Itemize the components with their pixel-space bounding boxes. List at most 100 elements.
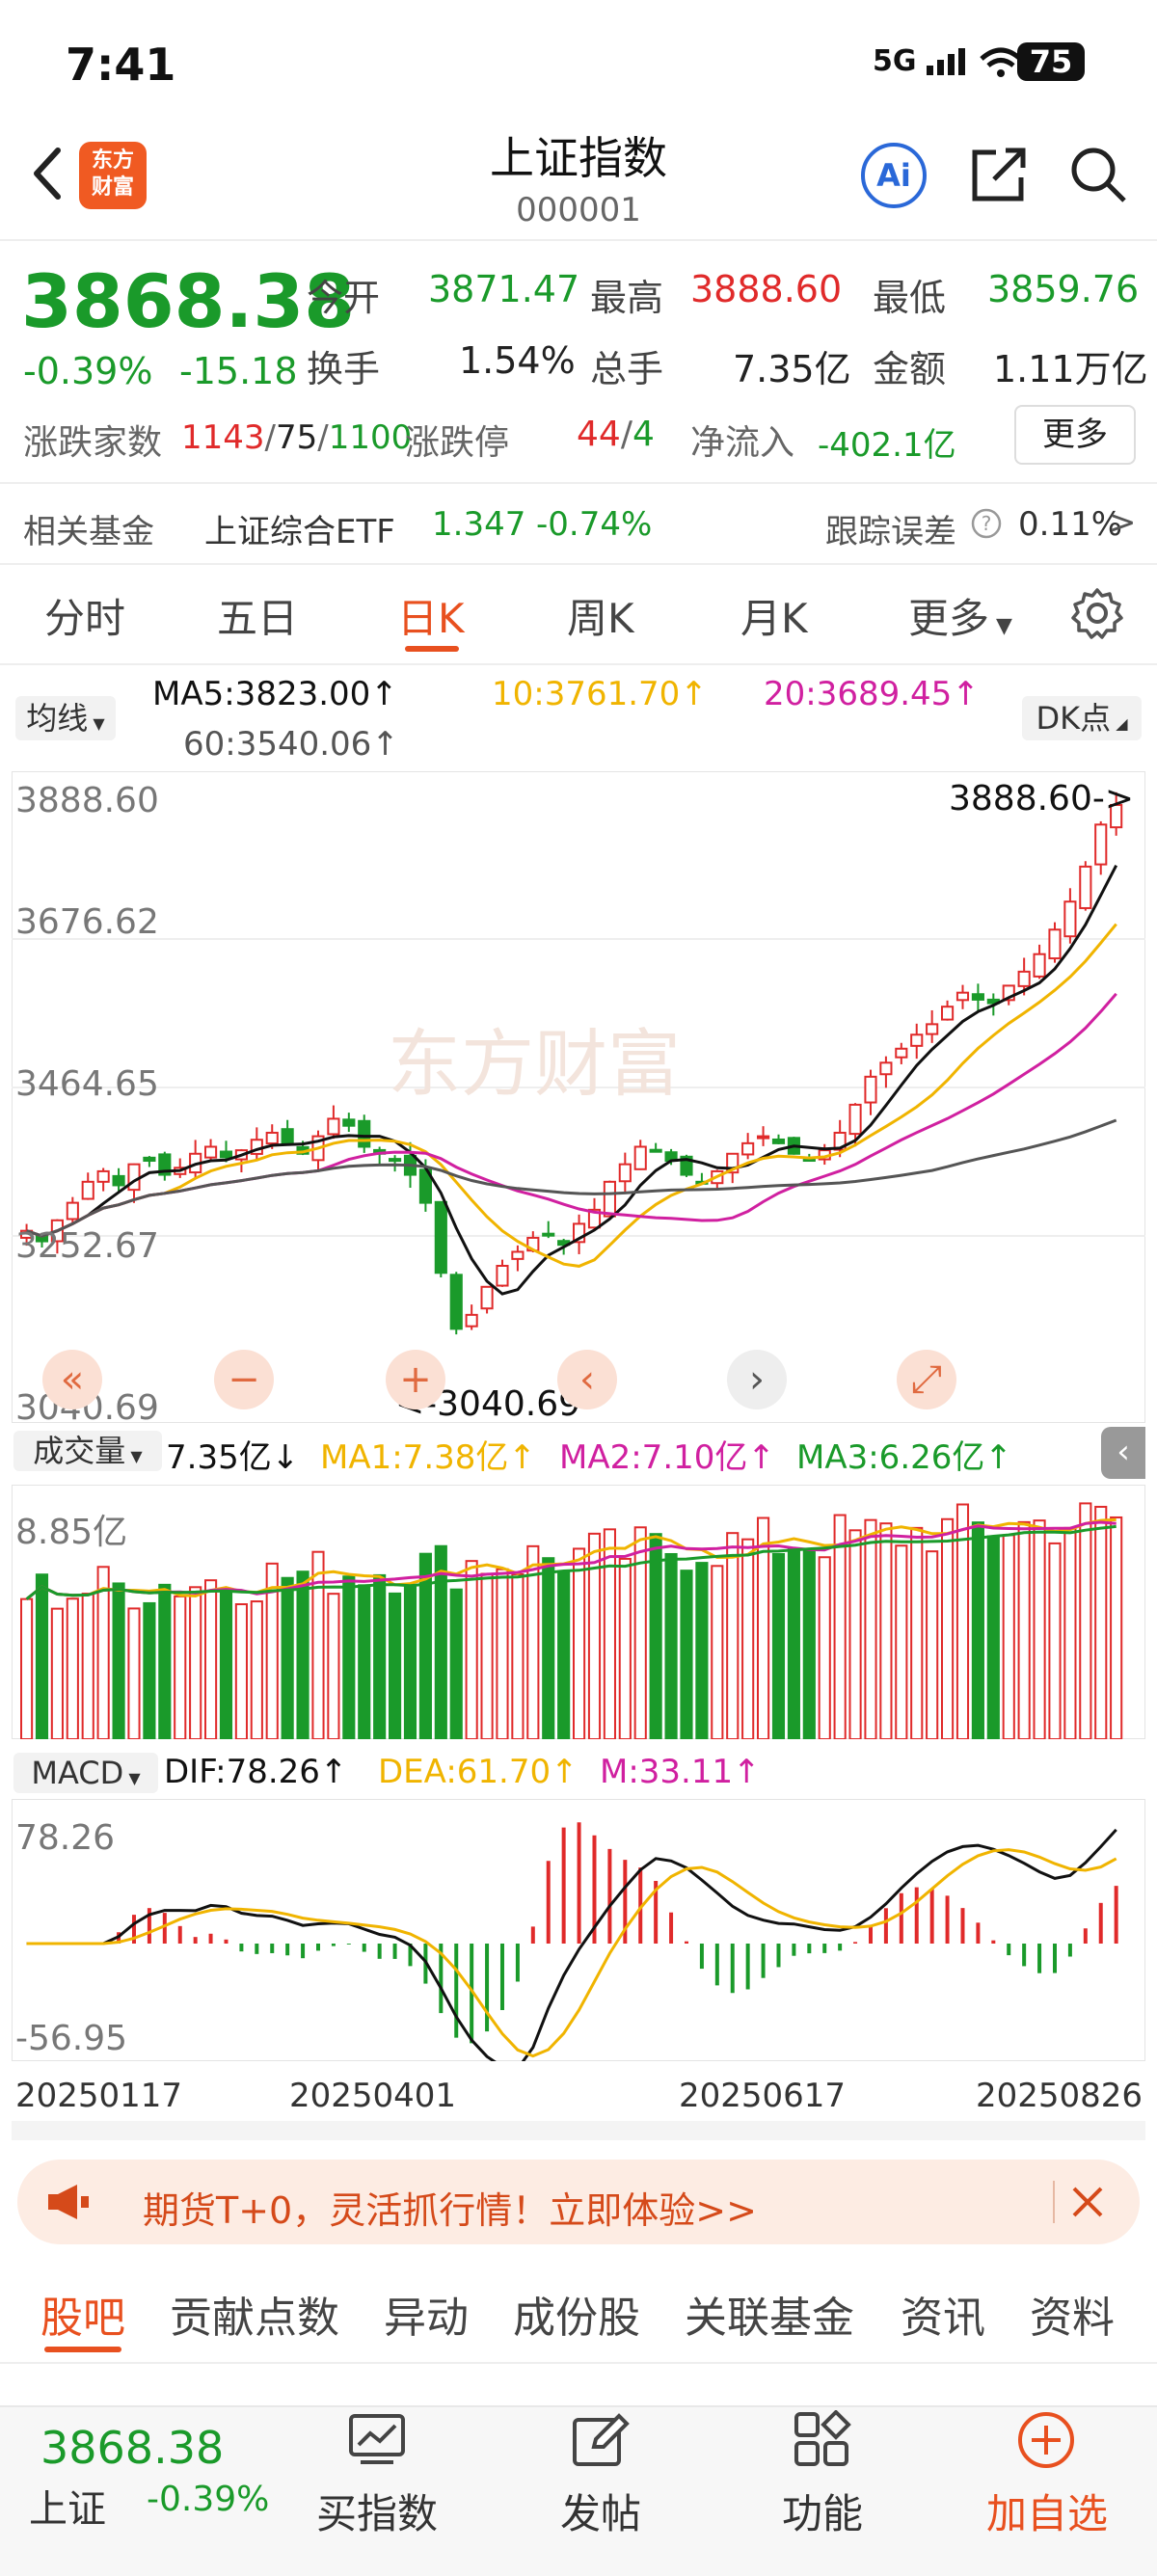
candle [680,1155,693,1176]
volume-bar [1002,1534,1015,1739]
volume-bar [603,1528,616,1739]
fast-backward-button[interactable]: « [42,1350,102,1409]
post-button[interactable]: 发帖 [559,2490,641,2537]
breadth-values: 1143/75/1100 [181,418,413,457]
tab-profile[interactable]: 资料 [1030,2294,1115,2343]
dif-line [26,1828,1117,2061]
add-watchlist-button[interactable]: 加自选 [985,2490,1108,2537]
ai-button[interactable]: Ai [861,143,927,208]
volume-bar [926,1550,939,1739]
chart-footer-bar [12,2121,1145,2140]
tab-five-day[interactable]: 五日 [217,595,299,642]
macd-dea: DEA:61.70↑ [378,1753,578,1791]
tab-related-funds[interactable]: 关联基金 [685,2294,854,2343]
turnover-label: 换手 [307,348,381,390]
close-icon[interactable] [1070,2185,1105,2219]
add-circle-icon[interactable] [1016,2410,1076,2470]
tab-constituents[interactable]: 成份股 [513,2294,640,2343]
promo-banner-text[interactable]: 期货T+0，灵活抓行情！立即体验>> [143,2189,757,2232]
volume-bar [127,1607,141,1739]
candlestick-chart[interactable]: 东方财富 [12,771,1145,1423]
volume-bar [818,1556,831,1739]
more-button[interactable]: 更多 [1014,405,1136,465]
candle [879,1061,893,1076]
candle [1048,928,1062,960]
buy-index-button[interactable]: 买指数 [315,2490,438,2537]
related-fund-name[interactable]: 上证综合ETF [204,513,395,551]
volume-bar [787,1547,800,1739]
candle [649,1148,662,1153]
candle [81,1180,94,1200]
tab-news[interactable]: 资讯 [901,2294,985,2343]
ma-select[interactable]: 均线 ▼ [15,696,116,740]
volume-bar [895,1544,908,1739]
back-arrow-icon[interactable] [25,145,73,202]
breadth-label: 涨跌家数 [23,423,163,463]
candle [480,1285,494,1310]
tab-more[interactable]: 更多 ▼ [908,595,1012,642]
tab-weekly-k[interactable]: 周K [567,595,634,642]
volume-bar [234,1603,248,1739]
dk-point-label: DK点 [1036,700,1112,737]
dk-point-button[interactable]: DK点 ◢ [1022,696,1142,740]
share-icon[interactable] [969,145,1029,204]
candle [1094,823,1108,866]
watermark: 东方财富 [388,1021,681,1107]
function-button[interactable]: 功能 [781,2490,863,2537]
zoom-in-button[interactable]: + [386,1350,445,1409]
macd-axis-max: 78.26 [15,1818,116,1858]
zoom-out-button[interactable]: − [214,1350,274,1409]
current-price: 3868.38 [21,258,356,344]
ma60-label: 60:3540.06↑ [183,725,399,764]
macd-select[interactable]: MACD ▼ [13,1753,158,1793]
tab-intraday[interactable]: 分时 [44,595,126,642]
volume-label: 总手 [590,348,664,390]
divider [0,2362,1157,2364]
volume-select[interactable]: 成交量 ▼ [13,1431,162,1471]
price-axis-top: 3888.60 [15,781,159,820]
collapse-panel-button[interactable]: ‹ [1101,1427,1145,1479]
tab-contribution[interactable]: 贡献点数 [170,2294,339,2343]
help-icon[interactable]: ? [970,507,1003,540]
candle [511,1250,525,1260]
chevron-right-icon[interactable]: > [1109,503,1137,542]
price-axis-mid: 3464.65 [15,1064,159,1104]
candle [342,1118,356,1127]
step-back-button[interactable]: ‹ [557,1350,617,1409]
candle [143,1156,156,1163]
tab-monthly-k[interactable]: 月K [740,595,808,642]
breadth-down: 1100 [328,418,413,457]
volume-bar [664,1552,678,1739]
volume-bar [879,1522,893,1739]
tab-forum[interactable]: 股吧 [40,2294,125,2343]
high-value: 3888.60 [690,268,843,310]
volume-bar [526,1544,540,1739]
volume-bar [158,1583,172,1739]
volume-bar [403,1586,417,1739]
edit-post-icon[interactable] [571,2412,631,2468]
ma-select-label: 均线 [26,700,89,737]
candle [327,1117,340,1136]
candle [389,1158,402,1163]
volume-bar [618,1557,632,1739]
volume-bar [542,1557,555,1739]
apps-grid-icon[interactable] [793,2410,852,2470]
x-date-2: 20250401 [289,2077,457,2115]
candle [158,1153,172,1176]
step-forward-button[interactable]: › [727,1350,787,1409]
search-icon[interactable] [1068,145,1128,204]
chart-trend-icon[interactable] [347,2412,407,2468]
candle [955,991,970,1002]
volume-bar [449,1588,463,1739]
fullscreen-button[interactable]: ⤢ [897,1350,956,1409]
tab-movement[interactable]: 异动 [384,2294,469,2343]
svg-text:?: ? [982,512,992,535]
tab-daily-k[interactable]: 日K [397,595,465,642]
candle [926,1023,939,1035]
x-date-4: 20250826 [976,2077,1144,2115]
volume-bar [1017,1520,1031,1739]
settings-gear-icon[interactable] [1070,586,1124,640]
volume-bar [695,1562,709,1739]
volume-ma2: MA2:7.10亿↑ [559,1438,775,1477]
promo-banner[interactable] [17,2160,1140,2244]
